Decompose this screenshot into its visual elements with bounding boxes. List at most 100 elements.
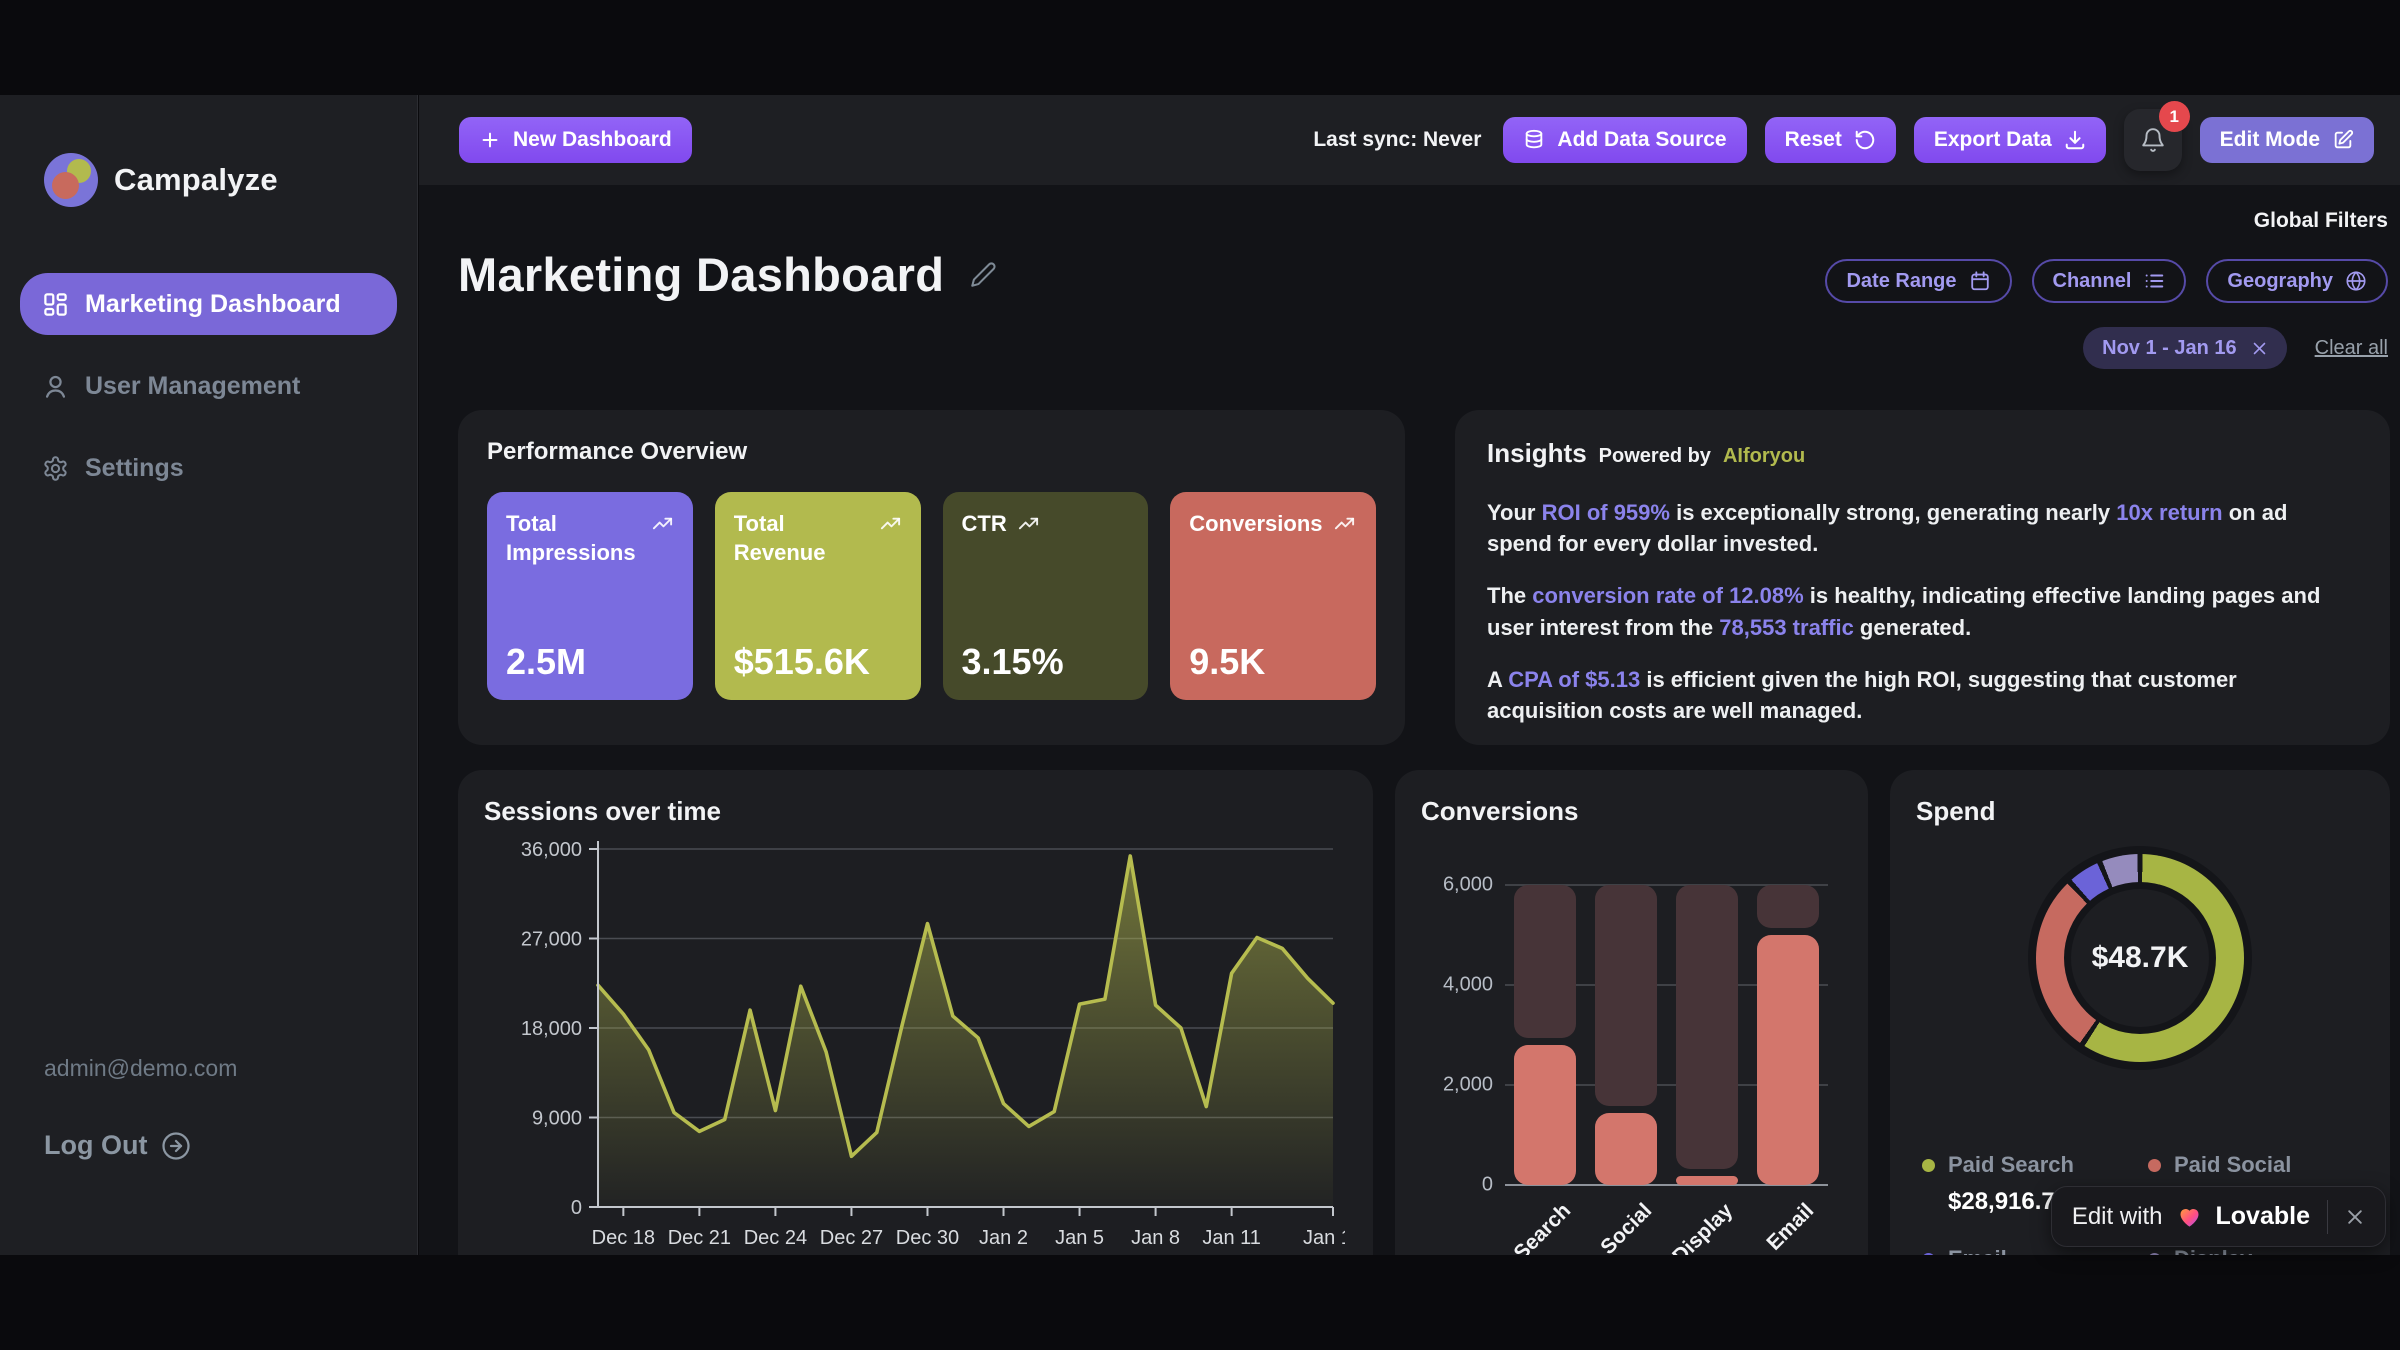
svg-text:36,000: 36,000 [521,839,582,861]
svg-text:Jan 2: Jan 2 [979,1227,1028,1249]
legend-item-paid-social: Paid Social [2148,1152,2364,1216]
calendar-icon [1969,270,1991,292]
brand-logo-icon [44,153,98,207]
x-axis-line [1505,1184,1828,1186]
bar-display [1675,885,1738,1185]
bar-value [1675,1176,1738,1185]
legend-label: Display [2174,1246,2252,1255]
rotate-ccw-icon [1854,129,1876,151]
svg-text:18,000: 18,000 [521,1018,582,1040]
insights-card: Insights Powered by AIforyou Your ROI of… [1455,410,2390,745]
bar-track [1514,885,1577,1038]
logout-label: Log Out [44,1130,148,1160]
filter-button-channel[interactable]: Channel [2031,259,2187,303]
plus-icon [479,129,501,151]
list-icon [2143,270,2165,292]
edit-mode-button[interactable]: Edit Mode [2199,117,2374,163]
legend-dot-icon [1922,1158,1935,1172]
conversions-y-axis: 0 2,000 4,000 6,000 [1421,874,1493,1196]
insight-paragraph: Your ROI of 959% is exceptionally strong… [1487,500,2288,557]
logout-button[interactable]: Log Out [44,1130,191,1161]
brand-name: Campalyze [114,162,278,197]
notification-badge: 1 [2158,101,2190,132]
sessions-title: Sessions over time [484,796,721,826]
trending-up-icon [879,509,902,535]
legend-dot-icon [1922,1252,1935,1255]
legend-dot-icon [2148,1252,2161,1255]
filter-button-geography[interactable]: Geography [2206,259,2388,303]
conversions-y-tick: 4,000 [1442,973,1493,996]
insights-powered-by: Powered by [1598,445,1711,467]
sidebar-item-marketing-dashboard[interactable]: Marketing Dashboard [20,273,397,335]
topbar: New Dashboard Last sync: Never Add Data … [419,95,2400,185]
main-content: Marketing Dashboard Global Filters Date … [419,185,2400,1255]
kpi-value: 9.5K [1189,641,1266,682]
kpi-label: CTR [961,511,1007,536]
logo-salmon-dot-icon [52,172,79,199]
svg-text:9,000: 9,000 [532,1108,582,1130]
reset-button[interactable]: Reset [1764,117,1896,163]
filter-button-date-range[interactable]: Date Range [1825,259,2012,303]
svg-text:Jan 8: Jan 8 [1131,1227,1180,1249]
bar-value [1756,935,1819,1185]
svg-text:0: 0 [571,1197,582,1219]
export-data-button[interactable]: Export Data [1913,117,2106,163]
badge-close-icon[interactable] [2345,1207,2365,1227]
bar-track [1675,885,1738,1169]
trending-up-icon [651,509,674,535]
reset-label: Reset [1784,128,1842,151]
insight-highlight: 78,553 traffic [1719,614,1854,640]
sidebar-nav: Marketing Dashboard User Management Settin… [0,273,417,499]
last-sync-text: Last sync: Never [1313,128,1482,151]
svg-text:Dec 27: Dec 27 [820,1227,883,1249]
arrow-right-circle-icon [161,1131,191,1161]
date-filter-chip[interactable]: Nov 1 - Jan 16 [2083,327,2287,369]
bell-icon [2140,127,2166,153]
sidebar-item-settings[interactable]: Settings [20,437,397,499]
donut-ring: $48.7K [2036,854,2244,1062]
chip-close-icon[interactable] [2251,340,2268,357]
kpi-value: $515.6K [733,641,870,682]
sidebar: Campalyze Marketing Dashboard User Manage… [0,95,418,1255]
lovable-heart-icon [2176,1203,2203,1230]
legend-item-paid-search: Paid Search $28,916.74 [1922,1152,2148,1216]
insight-highlight: CPA of $5.13 [1508,666,1641,692]
spend-donut-chart: $48.7K [2028,846,2252,1070]
legend-label: Email [1948,1246,2007,1255]
badge-divider [2327,1199,2328,1234]
kpi-label: Conversions [1189,511,1323,536]
clear-all-link[interactable]: Clear all [2314,336,2388,359]
donut-hole: $48.7K [2071,889,2209,1027]
date-filter-chip-label: Nov 1 - Jan 16 [2102,336,2237,359]
new-dashboard-button[interactable]: New Dashboard [459,117,692,163]
conversions-x-label: Social [1596,1199,1657,1255]
sidebar-item-label: Settings [85,453,184,482]
sessions-card: Sessions over time 0 9,000 18,000 27,000 36,… [458,770,1373,1255]
sidebar-item-label: User Management [85,371,301,400]
filter-buttons: Date Range Channel Geography [1825,259,2388,303]
kpi-card-conversions: Conversions 9.5K [1170,492,1376,700]
add-data-source-button[interactable]: Add Data Source [1503,117,1747,163]
bar-social [1595,885,1658,1185]
spend-legend: Paid Search $28,916.74 Paid Social Email Dis… [1922,1152,2364,1255]
conversions-x-label: Email [1762,1199,1818,1255]
conversions-plot [1505,884,1828,1186]
edit-title-button[interactable] [970,261,997,288]
bottom-strip [0,1255,2400,1350]
donut-center-value: $48.7K [2091,941,2189,974]
svg-text:Dec 18: Dec 18 [592,1227,655,1249]
conversions-card: Conversions 0 2,000 4,000 6,000 Search Socia… [1395,770,1868,1255]
edit-mode-label: Edit Mode [2219,128,2320,151]
edit-square-icon [2332,129,2354,151]
sessions-line-chart: 0 9,000 18,000 27,000 36,000 Dec 18 Dec 21 Dec … [484,827,1347,1255]
sidebar-item-user-management[interactable]: User Management [20,355,397,417]
notifications-button[interactable]: 1 [2123,101,2190,171]
kpi-value: 2.5M [506,641,587,682]
svg-text:Jan 5: Jan 5 [1055,1227,1104,1249]
legend-label: Paid Social [2174,1152,2292,1177]
settings-icon [42,455,69,482]
edit-with-lovable-badge[interactable]: Edit with Lovable [2050,1186,2386,1247]
insight-highlight: 10x return [2116,500,2223,525]
svg-text:27,000: 27,000 [521,929,582,951]
conversions-x-label: Display [1668,1199,1738,1255]
